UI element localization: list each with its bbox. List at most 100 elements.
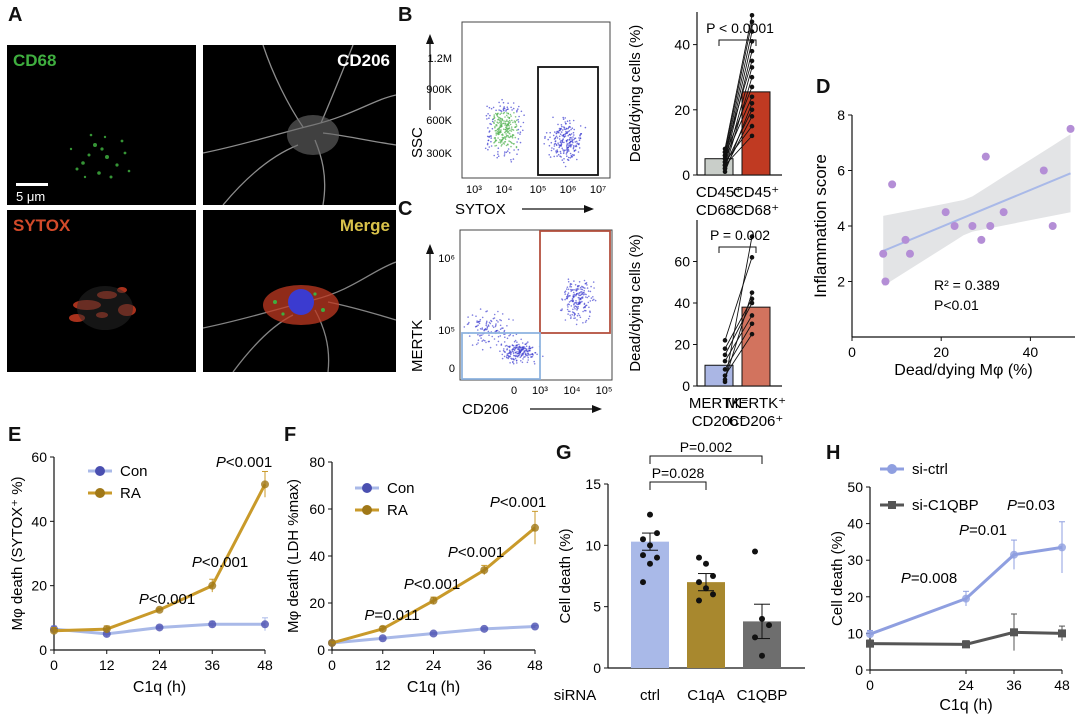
flow-dot — [548, 154, 550, 156]
flow-dot — [487, 148, 489, 151]
flow-b-ytick: 300K — [426, 148, 452, 160]
flow-dot — [498, 126, 501, 128]
data-point — [905, 249, 914, 258]
y-tick-label: 0 — [682, 378, 690, 394]
flow-dot — [568, 301, 571, 303]
flow-dot — [525, 349, 528, 352]
data-point — [429, 629, 438, 638]
flow-dot — [576, 319, 578, 321]
data-point — [640, 579, 646, 586]
flow-dot — [573, 280, 575, 282]
flow-dot — [506, 127, 508, 129]
data-point — [378, 634, 387, 643]
flow-dot — [507, 130, 510, 133]
flow-dot — [489, 114, 491, 117]
flow-dot — [572, 136, 574, 138]
flow-dot — [507, 148, 510, 150]
data-point — [208, 620, 217, 629]
flow-dot — [500, 110, 503, 112]
tile-title-cd206: CD206 — [337, 51, 390, 70]
flow-dot — [493, 117, 495, 119]
flow-dot — [527, 350, 529, 353]
flow-dot — [490, 145, 493, 147]
flow-dot — [592, 296, 594, 298]
flow-dot — [508, 125, 510, 127]
flow-dot — [483, 329, 485, 332]
flow-dot — [578, 285, 580, 287]
flow-dot — [555, 135, 558, 138]
flow-dot — [583, 303, 586, 306]
flow-dot — [567, 288, 570, 291]
flow-dot — [589, 290, 592, 293]
flow-dot — [562, 118, 565, 120]
data-point — [1010, 628, 1018, 637]
flow-dot — [583, 279, 586, 282]
flow-dot — [573, 134, 575, 136]
flow-dot — [573, 145, 575, 147]
flow-dot — [516, 111, 518, 113]
flow-dot — [479, 335, 481, 337]
flow-dot — [493, 317, 496, 319]
flow-dot — [506, 125, 508, 127]
flow-dot — [559, 144, 561, 147]
flow-dot — [559, 141, 562, 144]
flow-dot — [497, 321, 499, 323]
tile-title-sytox: SYTOX — [13, 216, 71, 235]
x-tick-label: 12 — [99, 657, 115, 673]
flow-dot — [529, 350, 531, 352]
y-tick-label: 0 — [682, 167, 690, 183]
flow-dot — [498, 141, 500, 144]
sytox-image — [69, 286, 136, 330]
y-tick-label: 0 — [317, 642, 325, 658]
y-tick-label: 40 — [674, 295, 690, 311]
data-point — [647, 560, 653, 567]
flow-dot — [558, 127, 561, 130]
flow-dot — [574, 145, 577, 148]
flow-dot — [560, 152, 562, 155]
flow-dot — [509, 333, 512, 336]
chart-h: 0 10 20 30 40 50 0 24 36 48 Cell death (%) C1q (h) s… — [829, 461, 1070, 714]
pair-line — [724, 86, 753, 156]
flow-dot — [571, 127, 574, 129]
flow-dot — [555, 151, 558, 154]
y-tick-label: 60 — [674, 254, 690, 270]
data-point — [977, 235, 986, 244]
pair-line — [724, 77, 753, 169]
flow-dot — [571, 140, 574, 143]
flow-dot — [503, 153, 506, 155]
legend-marker — [95, 488, 105, 498]
pval-c: P = 0.002 — [710, 227, 770, 243]
y-tick-label: 60 — [309, 501, 325, 517]
flow-dot — [516, 141, 518, 143]
flow-dot — [505, 144, 508, 147]
pair-point — [722, 166, 728, 171]
flow-dot — [522, 358, 524, 360]
flow-dot — [515, 119, 518, 122]
flow-dot — [498, 101, 500, 104]
data-point — [1039, 166, 1048, 175]
flow-dot — [504, 345, 507, 347]
data-point — [429, 596, 438, 605]
panel-label-c: C — [398, 198, 413, 220]
x-tick-label: 48 — [527, 657, 543, 673]
flow-dot — [567, 280, 570, 283]
flow-dot — [507, 143, 509, 145]
flow-dot — [518, 350, 520, 353]
flow-dot — [542, 355, 544, 358]
flow-dot — [496, 319, 498, 322]
flow-dot — [513, 143, 515, 145]
flow-dot — [526, 354, 529, 357]
flow-dot — [514, 351, 517, 354]
y-tick-label: 80 — [309, 454, 325, 470]
flow-dot — [501, 118, 504, 121]
flow-dot — [572, 146, 575, 149]
flow-dot — [519, 133, 521, 135]
flow-dot — [561, 129, 564, 131]
flow-dot — [569, 285, 571, 288]
flow-dot — [501, 136, 504, 139]
flow-dot — [520, 338, 522, 341]
flow-dot — [569, 284, 572, 286]
flow-dot — [504, 124, 506, 126]
pair-point — [749, 94, 755, 100]
flow-dot — [567, 130, 569, 133]
